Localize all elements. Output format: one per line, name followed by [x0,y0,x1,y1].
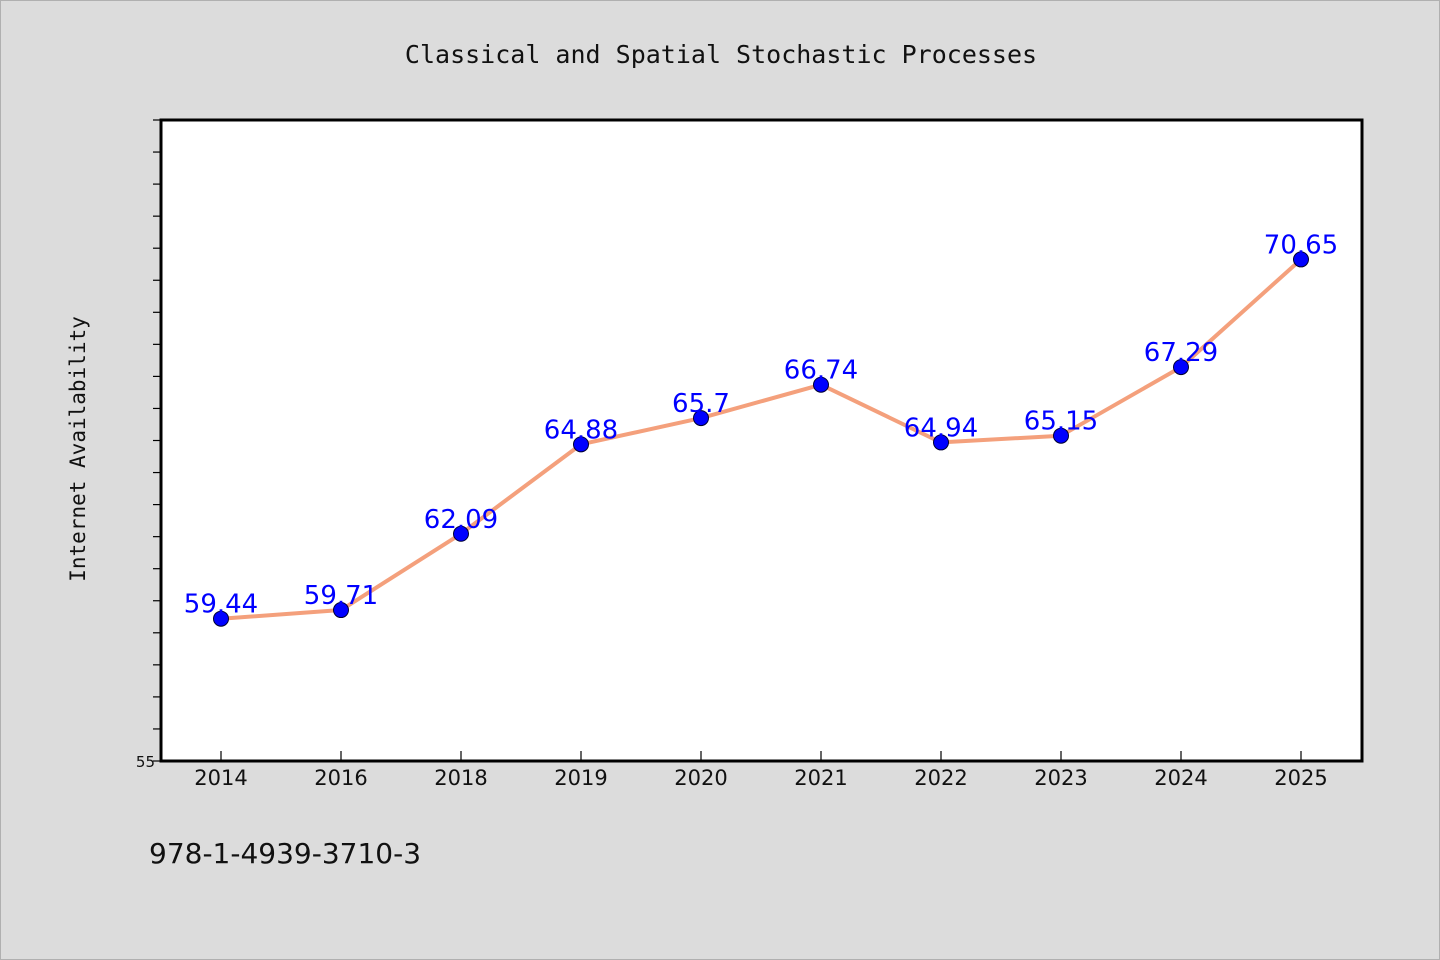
series-group: 59.44 59.71 62.09 64.88 65.7 66.74 64.94 65.15 6… [184,230,1338,627]
x-tick-label: 2019 [554,766,607,790]
x-tick-label: 2025 [1274,766,1327,790]
series-line [220,257,1303,621]
data-label: 59.44 [184,590,258,620]
data-point [573,436,589,453]
data-label: 64.88 [544,415,618,445]
x-tick-label: 2021 [794,766,847,790]
data-point [693,410,709,427]
plot-area [159,118,1364,763]
x-tick-label: 2018 [434,766,487,790]
data-point [1173,359,1189,376]
x-tick-label: 2020 [674,766,727,790]
data-label: 67.29 [1144,338,1218,368]
data-label: 70.65 [1264,230,1338,260]
data-point [333,602,349,619]
x-tick-label: 2024 [1154,766,1207,790]
data-label: 65.7 [672,389,730,419]
data-point [813,376,829,393]
data-point [1053,427,1069,444]
x-tick-label: 2014 [194,766,247,790]
data-point [933,434,949,451]
data-label: 64.94 [904,413,978,443]
chart-title: Classical and Spatial Stochastic Process… [405,40,1037,69]
x-axis-labels: 2014 2016 2018 2019 2020 2021 2022 2023 2024 2025 [194,751,1328,790]
y-tick-label: 55 [136,753,155,771]
footer-code: 978-1-4939-3710-3 [149,837,421,870]
data-label: 65.15 [1024,407,1098,437]
data-point [213,610,229,627]
y-axis-title: Internet Availability [66,316,90,582]
data-label: 66.74 [784,356,858,386]
y-axis-ticks: 55 [136,119,161,771]
data-label: 59.71 [304,581,378,611]
x-tick-label: 2016 [314,766,367,790]
data-point [1293,251,1309,268]
data-label: 62.09 [424,505,498,535]
x-tick-label: 2023 [1034,766,1087,790]
data-point [453,525,469,542]
x-tick-label: 2022 [914,766,967,790]
